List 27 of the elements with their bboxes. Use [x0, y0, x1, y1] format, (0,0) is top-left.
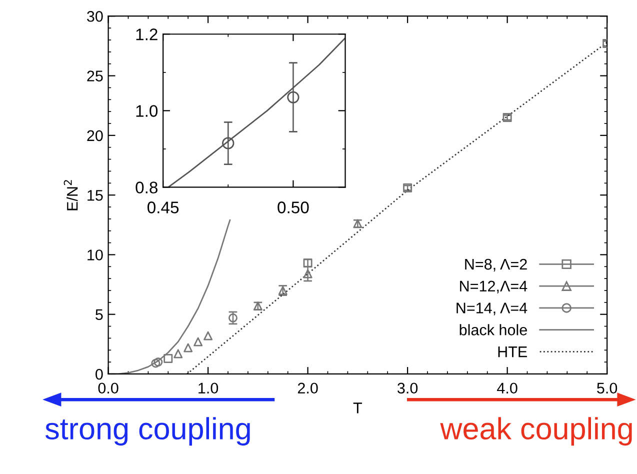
y-tick-label: 1.0	[136, 105, 158, 117]
text: strong coupling	[45, 417, 250, 446]
text: weak coupling	[440, 417, 632, 446]
y-tick-label: 10	[88, 250, 103, 260]
legend-label: HTE	[498, 346, 527, 358]
y-tick-label: 0	[96, 368, 103, 380]
x-axis-title: T	[353, 402, 362, 414]
y-tick-label: 1.2	[136, 28, 158, 40]
y-tick-label: 30	[87, 10, 103, 22]
y-tick-label: 0.8	[136, 182, 158, 194]
x-tick-label: 3.0	[398, 382, 418, 394]
x-tick-label: 0.45	[148, 202, 179, 214]
legend-label: N=8, Λ=2	[465, 258, 527, 272]
x-tick-label: 4.0	[497, 382, 518, 394]
y-tick-label: 15	[88, 190, 103, 201]
y-tick-label: 25	[87, 70, 103, 82]
y-tick-label: 20	[87, 130, 103, 142]
x-tick-label: 2.0	[298, 382, 318, 394]
x-tick-label: 0.50	[278, 202, 309, 214]
legend-label: N=12,Λ=4	[460, 280, 528, 294]
y-tick-label: 5	[96, 309, 103, 320]
legend-label: N=14, Λ=4	[456, 302, 528, 316]
legend-label: black hole	[460, 324, 527, 336]
x-tick-label: 5.0	[597, 382, 618, 394]
y-axis-title: E/N$^{2}$	[64, 180, 78, 210]
x-tick-label: 1.0	[198, 382, 218, 394]
x-tick-label: 0.0	[98, 382, 118, 394]
